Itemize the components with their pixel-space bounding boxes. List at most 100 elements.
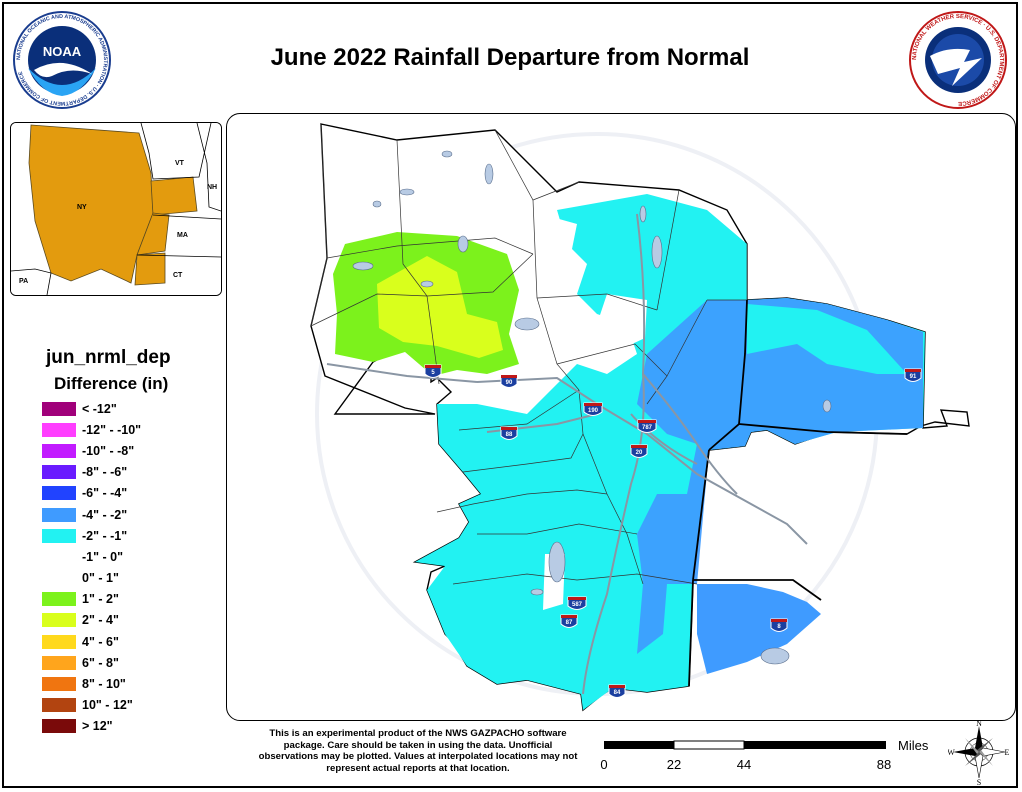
inset-pa-border <box>11 268 52 295</box>
highway-shield-84: 84 <box>608 684 626 698</box>
legend-swatch <box>42 719 76 734</box>
zone-blue-southeast <box>697 584 821 674</box>
zone-cyan-east <box>747 304 907 374</box>
legend-label: 0" - 1" <box>82 571 119 586</box>
compass-e: E <box>1005 748 1010 757</box>
legend-item: 1" - 2" <box>42 589 141 610</box>
highway-label-90: 90 <box>506 380 513 386</box>
legend-list: < -12" -12" - -10" -10" - -8" -8" - -6" -6" … <box>42 398 141 737</box>
compass-w: W <box>948 748 955 757</box>
inset-ct-border <box>136 254 221 258</box>
legend-swatch <box>42 549 76 564</box>
compass-s: S <box>977 778 981 786</box>
compass-n: N <box>976 719 982 728</box>
legend-label: -12" - -10" <box>82 422 142 437</box>
zone-white-central <box>597 294 647 350</box>
legend-label: 2" - 4" <box>82 613 119 628</box>
legend-subtitle: Difference (in) <box>54 374 169 393</box>
legend-item: 0" - 1" <box>42 568 141 589</box>
legend-label: -8" - -6" <box>82 465 128 480</box>
legend-swatch <box>42 465 76 480</box>
zone-plus2-plus4 <box>377 256 503 358</box>
highway-shield-20: 20 <box>630 444 648 458</box>
legend-item: -6" - -4" <box>42 483 141 504</box>
legend-item: > 12" <box>42 716 141 737</box>
inset-vt-region <box>150 176 198 216</box>
highway-shield-90: 90 <box>500 374 518 388</box>
legend-item: 10" - 12" <box>42 695 141 716</box>
legend-item: -12" - -10" <box>42 419 141 440</box>
water-bodies <box>352 150 832 665</box>
legend-label: -10" - -8" <box>82 443 135 458</box>
inset-nh-border <box>196 123 221 212</box>
disclaimer-text: This is an experimental product of the N… <box>258 728 578 774</box>
highway-label-5: 5 <box>431 370 435 376</box>
compass-rose-icon: N S E W <box>947 718 1010 787</box>
scale-segment-1 <box>604 741 674 749</box>
highway-label-587: 587 <box>572 602 583 608</box>
highway-shield-5: 5 <box>424 364 442 378</box>
rivers <box>326 213 808 695</box>
highway-shield-87: 87 <box>560 614 578 628</box>
legend-swatch <box>42 613 76 628</box>
county-lines <box>310 123 748 585</box>
highway-shield-587: 587 <box>567 596 587 610</box>
inset-ma-border <box>152 214 221 220</box>
noaa-logo: NOAA NATIONAL OCEANIC AND ATMOSPHERIC AD… <box>12 10 112 110</box>
legend-label: 8" - 10" <box>82 677 126 692</box>
nws-logo: NATIONAL WEATHER SERVICE · U.S. DEPARTME… <box>908 10 1008 110</box>
legend-field-name: jun_nrml_dep <box>46 347 171 368</box>
zone-minus4-minus2 <box>637 298 923 654</box>
legend-item: < -12" <box>42 398 141 419</box>
legend-swatch <box>42 507 76 522</box>
scale-tick-44: 44 <box>737 757 751 772</box>
inset-label-pa: PA <box>19 278 28 285</box>
inset-label-ma: MA <box>177 232 188 239</box>
highway-shield-91: 91 <box>904 368 922 382</box>
highway-shield-8: 8 <box>770 618 788 632</box>
inset-map: NY VT NH MA CT PA <box>10 122 222 296</box>
highway-shield-787: 787 <box>637 419 657 433</box>
legend-label: 4" - 6" <box>82 634 119 649</box>
state-borders <box>688 299 908 687</box>
highway-label-91: 91 <box>910 374 917 380</box>
legend-swatch <box>42 655 76 670</box>
legend-label: -6" - -4" <box>82 486 128 501</box>
inset-ct-region <box>134 252 166 286</box>
legend-swatch <box>42 634 76 649</box>
legend-swatch <box>42 677 76 692</box>
legend-item: -10" - -8" <box>42 440 141 461</box>
legend-swatch <box>42 571 76 586</box>
highway-label-20: 20 <box>636 450 643 456</box>
scale-tick-88: 88 <box>877 757 891 772</box>
legend-label: 1" - 2" <box>82 592 119 607</box>
inset-label-nh: NH <box>207 184 217 191</box>
highway-shield-88: 88 <box>500 426 518 440</box>
scale-segment-3 <box>744 741 886 749</box>
inset-label-ct: CT <box>173 272 183 279</box>
page-title: June 2022 Rainfall Departure from Normal <box>270 44 750 71</box>
legend-swatch <box>42 443 76 458</box>
legend-item: 4" - 6" <box>42 631 141 652</box>
legend-label: -2" - -1" <box>82 528 128 543</box>
scale-segment-2 <box>673 740 745 750</box>
legend-item: -8" - -6" <box>42 462 141 483</box>
scale-tick-22: 22 <box>667 757 681 772</box>
legend-item: 8" - 10" <box>42 673 141 694</box>
legend-item: -1" - 0" <box>42 546 141 567</box>
scale-tick-0: 0 <box>600 757 607 772</box>
legend-swatch <box>42 698 76 713</box>
highway-label-190: 190 <box>588 408 599 414</box>
highway-shield-190: 190 <box>583 402 603 416</box>
scale-unit: Miles <box>898 738 929 753</box>
legend-label: 6" - 8" <box>82 655 119 670</box>
legend-label: -4" - -2" <box>82 507 128 522</box>
legend-swatch <box>42 486 76 501</box>
inset-vt-border <box>140 123 212 180</box>
legend-item: -2" - -1" <box>42 525 141 546</box>
highway-shields: 5 90 88 190 787 <box>424 364 922 698</box>
main-map: 5 90 88 190 787 <box>226 113 1016 721</box>
highway-label-787: 787 <box>642 425 653 431</box>
legend-swatch <box>42 528 76 543</box>
legend-item: 2" - 4" <box>42 610 141 631</box>
